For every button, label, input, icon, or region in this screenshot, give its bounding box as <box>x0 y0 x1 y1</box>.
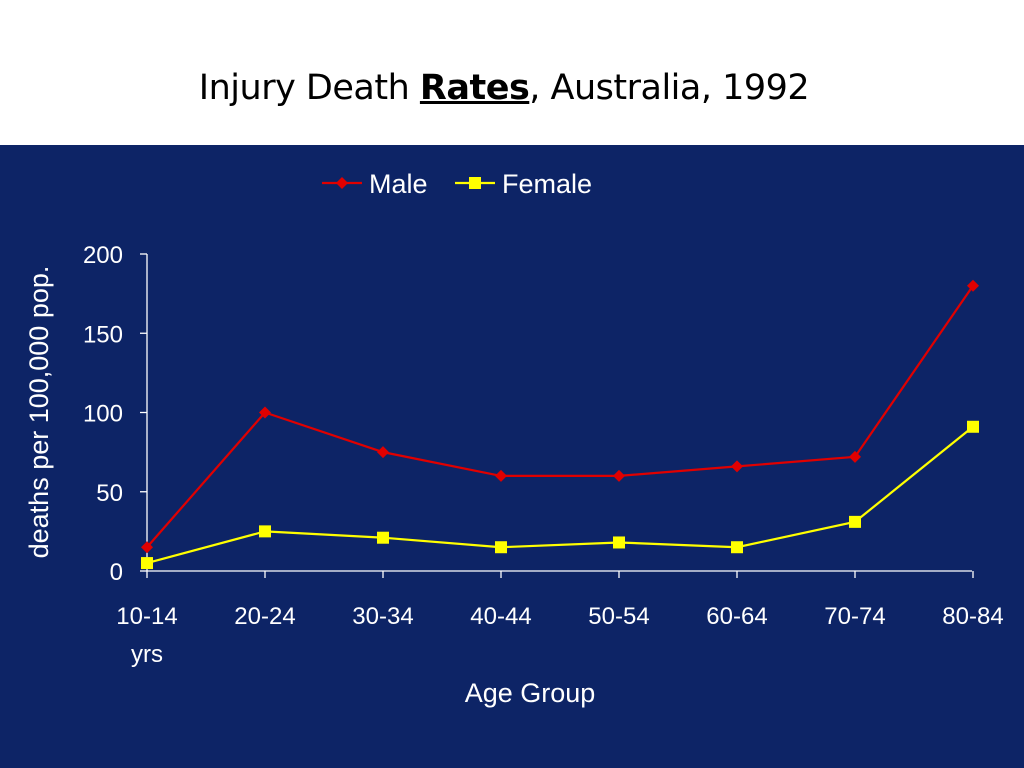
series-layer <box>141 279 979 570</box>
data-point-male <box>731 460 743 473</box>
y-tick-label: 50 <box>96 480 123 507</box>
y-tick-label: 0 <box>110 559 123 586</box>
data-point-female <box>259 525 271 538</box>
data-point-female <box>613 536 625 549</box>
x-tick-label: 70-74 <box>824 603 885 630</box>
data-point-female <box>141 557 153 570</box>
x-tick-label: 50-54 <box>588 603 649 630</box>
y-tick-label: 200 <box>83 242 123 269</box>
series-line-male <box>146 285 974 548</box>
data-point-male <box>967 279 979 292</box>
y-axis-title: deaths per 100,000 pop. <box>24 266 54 559</box>
title-bar: Injury Death Rates, Australia, 1992 <box>0 0 1024 145</box>
slide-title: Injury Death Rates, Australia, 1992 <box>0 68 1008 108</box>
data-point-male <box>613 469 625 482</box>
x-axis-title: Age Group <box>465 678 596 708</box>
x-tick-label: 40-44 <box>470 603 531 630</box>
title-prefix: Injury Death <box>198 68 420 108</box>
data-point-female <box>849 515 861 528</box>
y-tick-label: 150 <box>83 321 123 348</box>
series-male <box>141 279 979 554</box>
legend-marker <box>336 177 348 189</box>
chart-background <box>0 145 1024 768</box>
legend-item-male: Male <box>322 169 428 199</box>
x-tick-label: 80-84 <box>942 603 1003 630</box>
x-tick-label: 20-24 <box>234 603 295 630</box>
legend: Male Female <box>322 169 592 199</box>
data-point-male <box>377 446 389 459</box>
line-chart: Male Female 0 50 100 150 200 10-14 20-24 30-34 40… <box>0 145 1024 768</box>
chart-panel: Male Female 0 50 100 150 200 10-14 20-24 30-34 40… <box>0 145 1024 768</box>
x-tick-unit-label: yrs <box>131 641 163 668</box>
data-point-male <box>259 406 271 419</box>
series-line-female <box>146 425 974 565</box>
legend-label: Female <box>502 169 592 199</box>
data-point-female <box>377 531 389 544</box>
x-tick-label: 30-34 <box>352 603 413 630</box>
legend-item-female: Female <box>455 169 592 199</box>
data-point-female <box>731 541 743 554</box>
title-suffix: , Australia, 1992 <box>529 68 810 108</box>
data-point-male <box>141 541 153 554</box>
y-tick-label: 100 <box>83 401 123 428</box>
data-point-male <box>495 469 507 482</box>
legend-marker <box>469 177 481 189</box>
legend-label: Male <box>369 169 428 199</box>
x-tick-label: 10-14 <box>116 603 177 630</box>
axes: 0 50 100 150 200 10-14 20-24 30-34 40-44 50-54 60-… <box>83 242 1004 668</box>
data-point-male <box>849 450 861 463</box>
data-point-female <box>495 541 507 554</box>
x-tick-label: 60-64 <box>706 603 767 630</box>
series-female <box>141 420 979 570</box>
title-emphasis: Rates <box>419 68 530 108</box>
data-point-female <box>967 420 979 433</box>
